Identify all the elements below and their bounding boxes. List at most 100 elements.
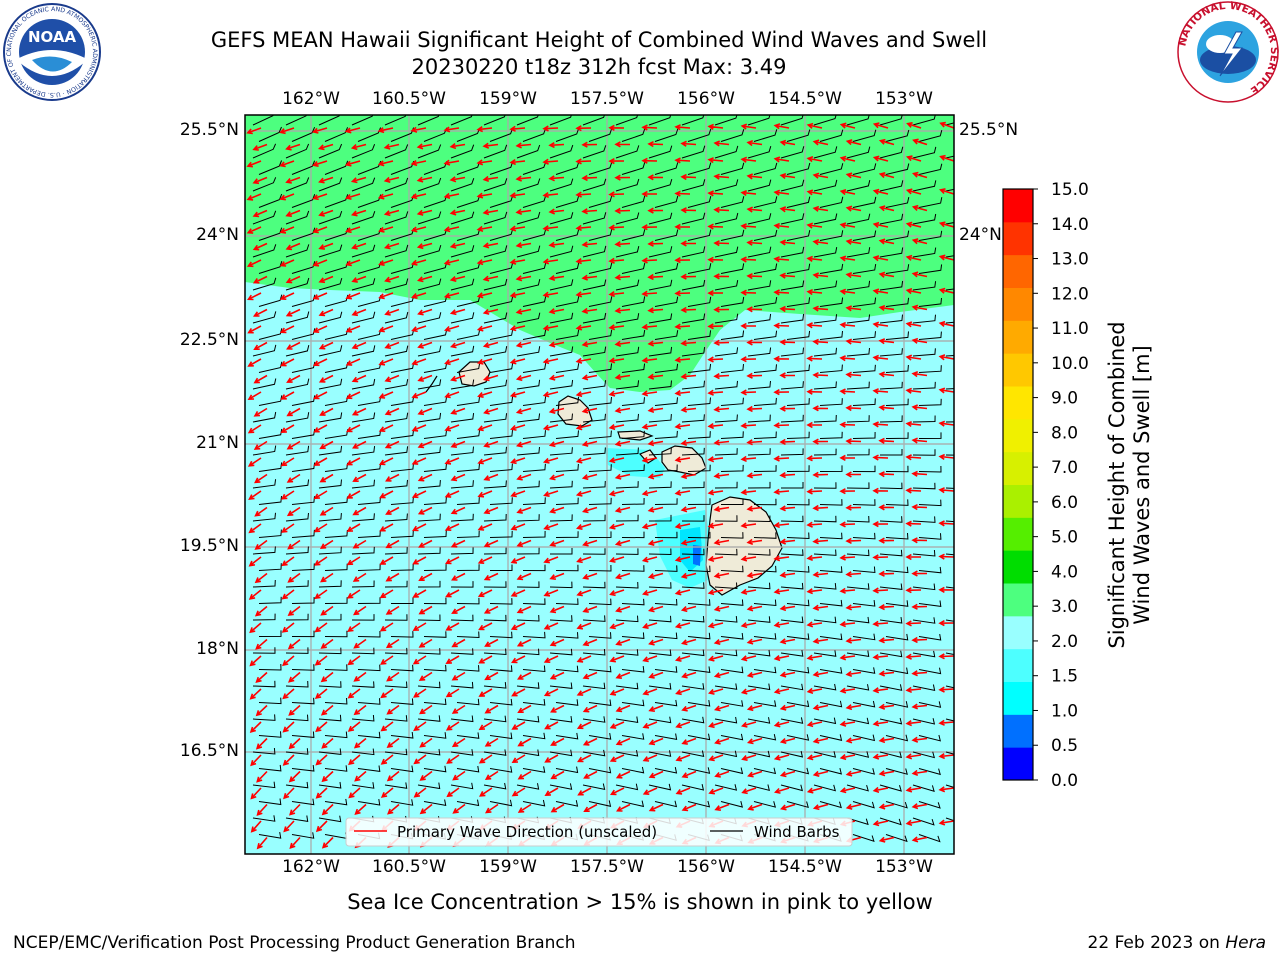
wave-arrow <box>246 127 262 135</box>
wind-barb <box>615 279 640 291</box>
wind-barb <box>588 564 612 572</box>
wind-barb <box>384 177 409 192</box>
wave-arrow <box>312 259 328 267</box>
wave-arrow <box>515 374 532 382</box>
wind-barb <box>813 751 837 758</box>
wind-barb <box>318 748 342 755</box>
wave-arrow <box>383 143 400 150</box>
wave-arrow <box>845 271 862 279</box>
wind-barb <box>549 245 574 258</box>
wave-arrow <box>779 571 796 578</box>
wind-barb <box>780 549 804 556</box>
wind-barb <box>582 178 607 192</box>
wave-arrow <box>575 258 592 265</box>
wind-barb <box>291 731 315 738</box>
wave-arrow <box>581 473 598 481</box>
wave-arrow <box>905 420 922 428</box>
wave-arrow <box>320 572 334 583</box>
wave-arrow <box>747 803 763 811</box>
wave-arrow <box>444 391 460 399</box>
wave-arrow <box>410 193 427 200</box>
wind-barb <box>753 565 777 573</box>
wave-arrow <box>445 589 460 598</box>
wave-arrow <box>614 241 631 248</box>
wind-barb <box>819 263 844 274</box>
wind-barb <box>549 480 573 489</box>
wind-barb <box>318 580 342 588</box>
lee-zone-min <box>693 545 701 566</box>
wind-barb <box>555 262 580 274</box>
wave-arrow <box>411 325 427 333</box>
wind-barb <box>522 161 547 175</box>
wind-barb <box>846 213 871 225</box>
wave-arrow <box>548 374 565 381</box>
wind-barb <box>780 179 805 192</box>
wave-arrow <box>872 255 889 262</box>
wave-arrow <box>484 704 499 714</box>
wave-arrow <box>845 205 862 212</box>
wind-barb <box>621 565 645 572</box>
wind-barb <box>351 580 375 588</box>
wind-barb <box>384 647 408 655</box>
wave-arrow <box>845 471 861 478</box>
wind-barb <box>483 413 508 423</box>
wind-barb <box>516 446 540 456</box>
wave-arrow <box>878 670 895 677</box>
wind-barb <box>582 682 606 690</box>
wave-arrow <box>318 209 334 217</box>
wind-barb <box>549 178 574 192</box>
wave-arrow <box>674 456 691 463</box>
wind-barb <box>621 363 646 373</box>
wind-barb <box>588 161 613 175</box>
wind-barb <box>555 295 580 307</box>
wind-barb <box>450 178 475 192</box>
wind-barb <box>648 649 672 656</box>
wind-barb <box>753 162 778 175</box>
wind-barb <box>522 631 546 639</box>
wind-barb <box>621 162 646 175</box>
wind-barb <box>819 431 843 439</box>
wave-arrow <box>483 473 499 481</box>
wave-arrow <box>351 374 367 383</box>
island-niihau <box>425 375 438 393</box>
wave-arrow <box>352 572 367 582</box>
wind-barb <box>945 784 954 788</box>
wind-barb <box>621 128 646 142</box>
wind-barb <box>291 596 315 604</box>
wave-arrow <box>779 770 796 778</box>
wind-barb <box>555 228 580 241</box>
wave-arrow <box>318 374 334 383</box>
wave-arrow <box>549 671 565 680</box>
wave-arrow <box>347 622 361 632</box>
wind-barb <box>786 498 810 506</box>
wind-barb <box>648 279 673 291</box>
wave-arrow <box>249 622 262 634</box>
wave-arrow <box>641 257 658 264</box>
wind-barb <box>516 480 540 489</box>
wind-barb <box>423 396 448 406</box>
wind-barb <box>516 715 540 723</box>
wind-barb <box>654 767 678 774</box>
wave-arrow <box>288 770 301 783</box>
wind-barb <box>390 698 414 705</box>
wind-barb <box>648 145 673 159</box>
wind-barb <box>687 464 711 472</box>
wave-arrow <box>385 539 400 549</box>
wind-barb <box>450 211 475 225</box>
wind-barb <box>885 398 909 406</box>
wind-barb <box>318 345 343 357</box>
wave-arrow <box>288 704 301 716</box>
wave-arrow <box>577 754 592 763</box>
wave-arrow <box>845 139 862 146</box>
wave-arrow <box>581 374 598 381</box>
wind-barb <box>456 732 480 739</box>
wind-barb <box>582 380 607 390</box>
wave-arrow <box>641 124 658 131</box>
wave-arrow <box>911 537 928 544</box>
wind-barb <box>384 144 409 159</box>
wave-arrow <box>675 688 691 696</box>
wave-arrow <box>353 671 367 682</box>
wind-barb <box>423 631 447 638</box>
wave-arrow <box>608 290 625 298</box>
wind-barb <box>912 348 936 357</box>
